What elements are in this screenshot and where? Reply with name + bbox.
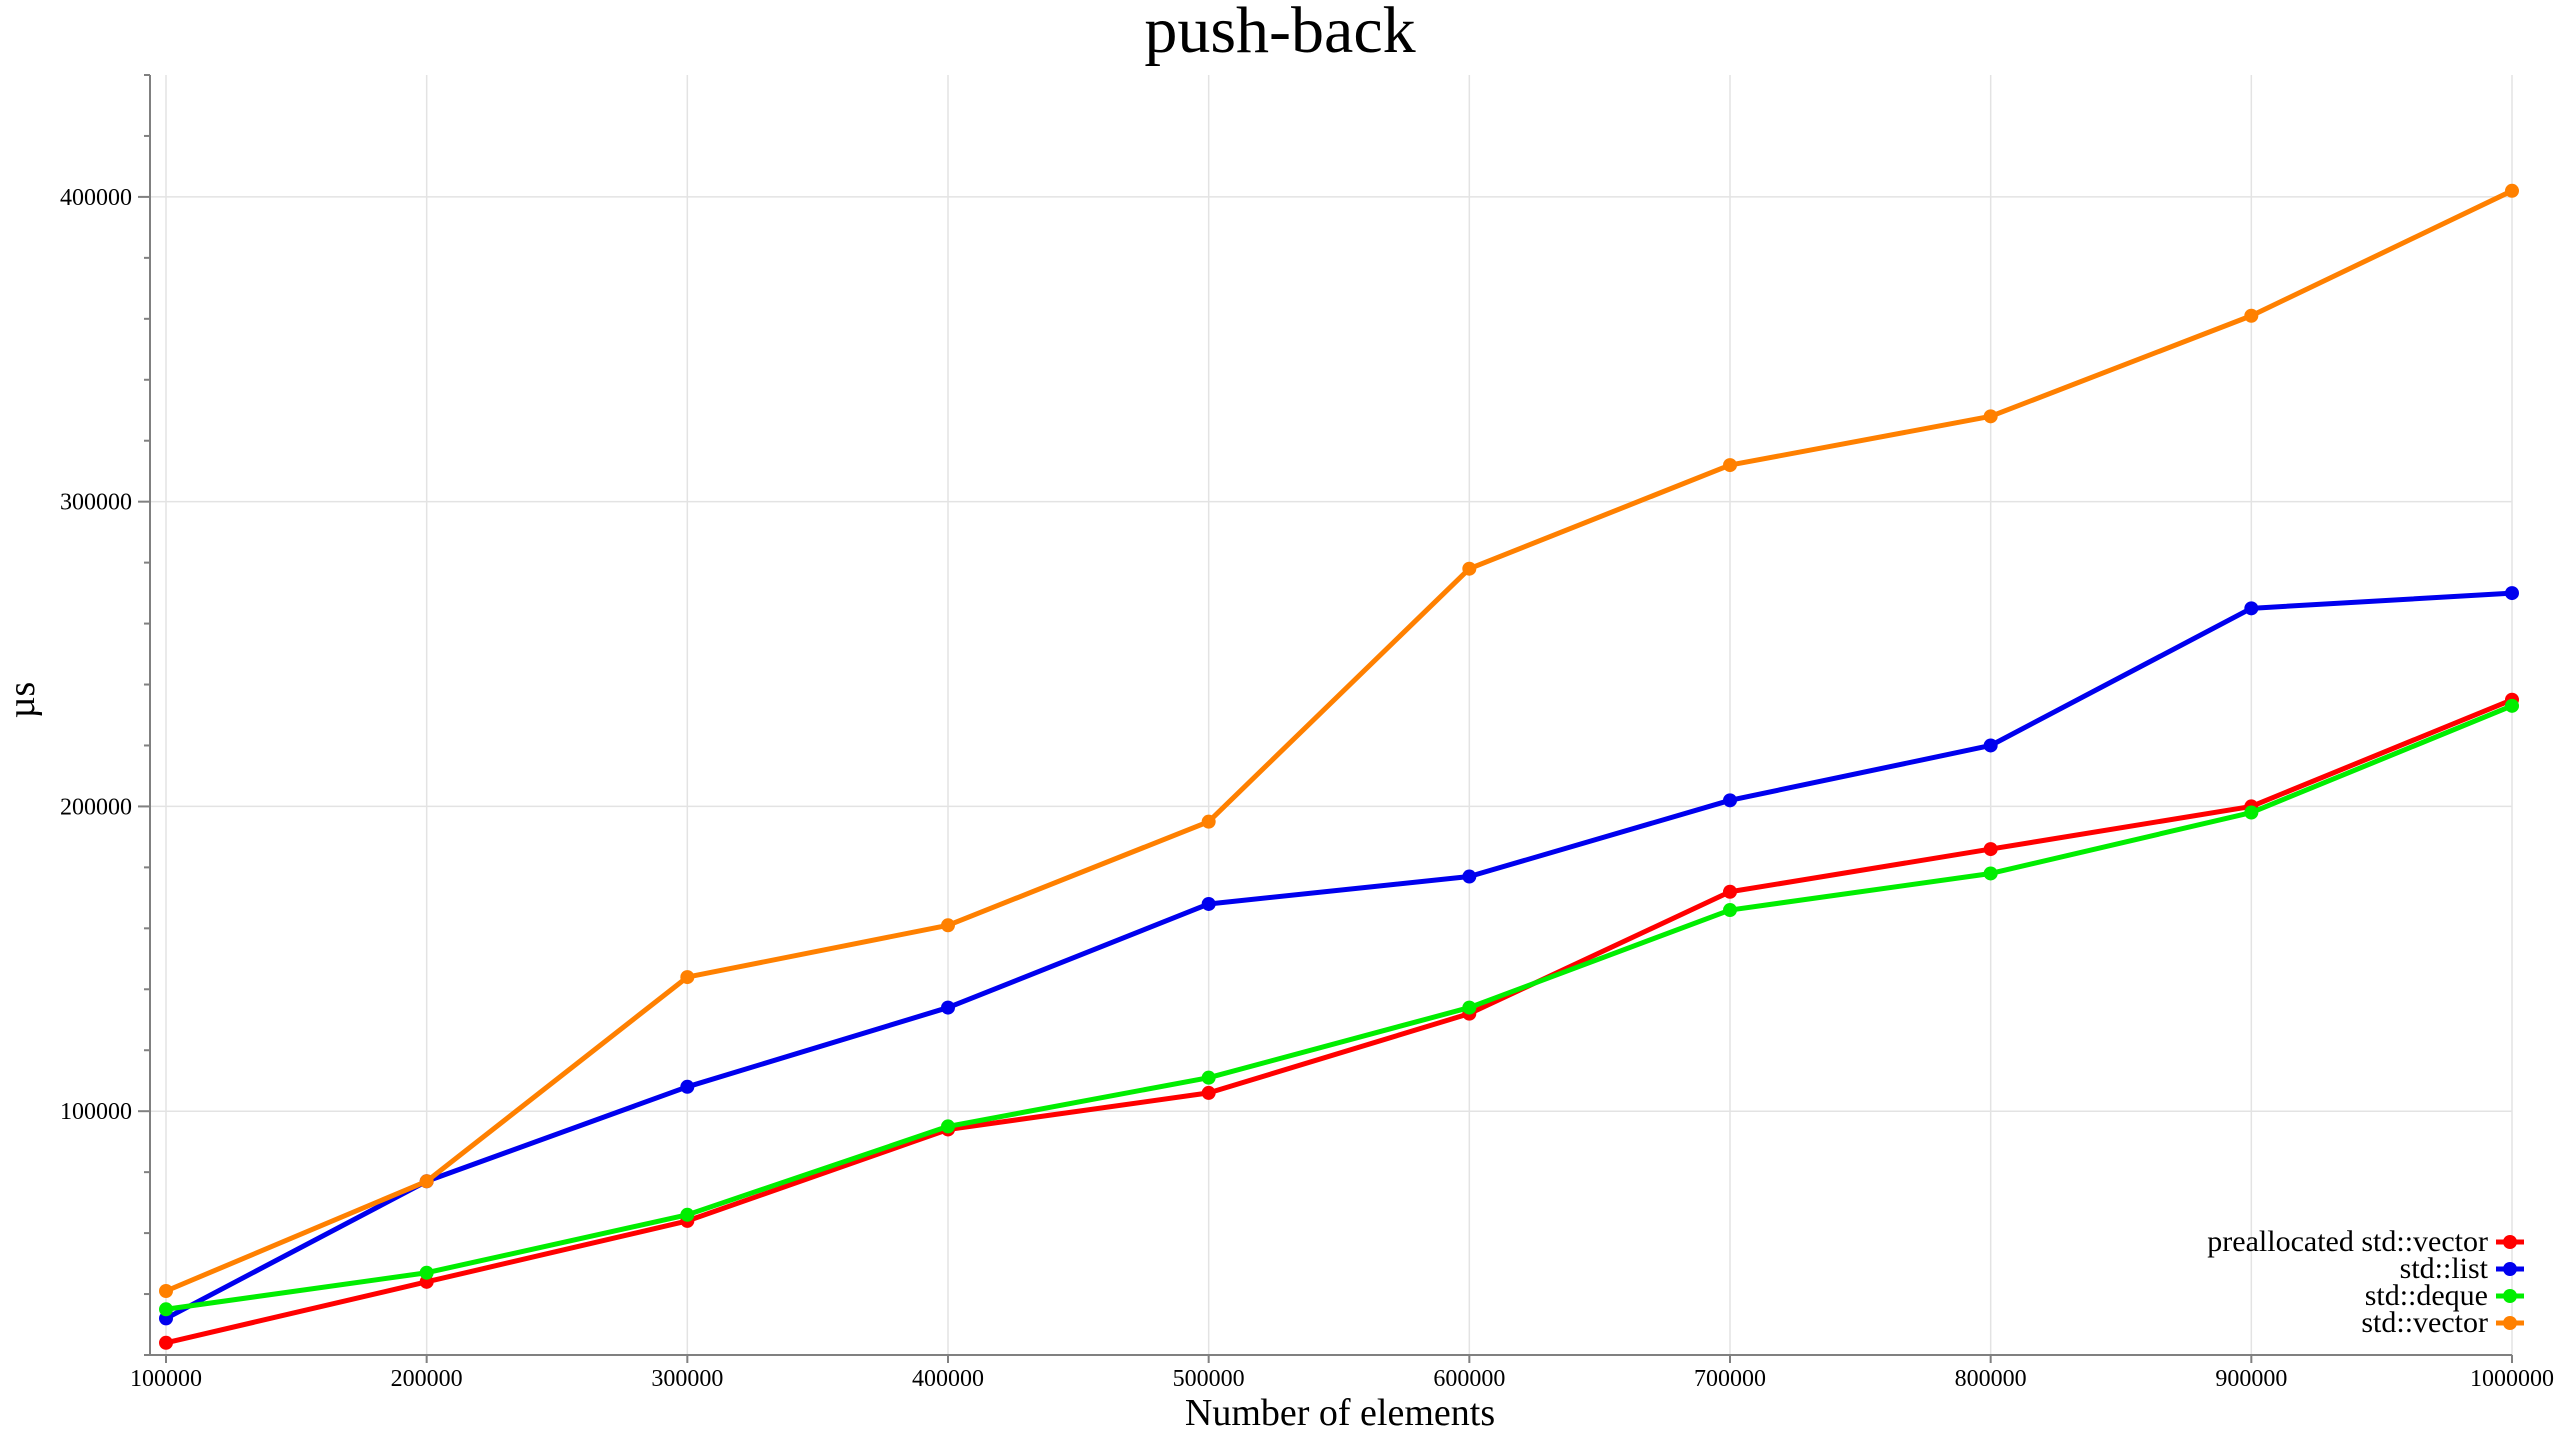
x-tick-label: 700000: [1694, 1366, 1766, 1392]
data-point: [1723, 903, 1737, 918]
legend-swatch-dot: [2503, 1316, 2517, 1330]
legend-item: std::vector: [2361, 1306, 2524, 1339]
data-point: [1462, 561, 1477, 576]
data-point: [2505, 586, 2519, 601]
series-line: [163, 697, 2515, 1346]
series-line: [163, 590, 2515, 1321]
data-point: [680, 1079, 695, 1094]
data-point: [1983, 409, 1998, 424]
legend-item: preallocated std::vector: [2207, 1225, 2524, 1258]
y-tick-label: 400000: [60, 185, 132, 211]
data-point: [1723, 884, 1737, 899]
x-axis-title: Number of elements: [1185, 1392, 1495, 1434]
x-tick-label: 300000: [651, 1366, 723, 1392]
x-tick-label: 400000: [912, 1366, 984, 1392]
series-2: [159, 698, 2519, 1317]
legend-label: std::deque: [2365, 1279, 2488, 1312]
grid: [150, 75, 2513, 1355]
y-axis-title: µs: [1, 682, 43, 719]
legend-label: std::list: [2400, 1252, 2489, 1285]
data-point: [1462, 869, 1477, 884]
series-3: [159, 183, 2519, 1298]
data-point: [419, 1265, 434, 1280]
data-point: [680, 1207, 695, 1222]
series-line: [163, 703, 2515, 1312]
data-point: [941, 1119, 955, 1134]
x-tick-label: 100000: [130, 1366, 202, 1392]
legend-swatch-dot: [2503, 1235, 2517, 1249]
data-point: [419, 1174, 434, 1189]
chart-title: push-back: [1144, 0, 1415, 67]
data-point: [159, 1302, 173, 1317]
data-point: [1723, 793, 1737, 808]
series-group: [159, 183, 2519, 1350]
data-point: [159, 1335, 173, 1350]
y-tick-label: 200000: [60, 794, 132, 820]
x-tick-label: 900000: [2215, 1366, 2287, 1392]
x-tick-label: 500000: [1173, 1366, 1245, 1392]
legend: preallocated std::vectorstd::liststd::de…: [2207, 1225, 2524, 1339]
data-point: [2244, 601, 2259, 616]
legend-item: std::deque: [2365, 1279, 2524, 1312]
y-tick-label: 300000: [60, 490, 132, 516]
data-point: [1983, 738, 1998, 753]
series-line: [163, 188, 2515, 1294]
legend-swatch-dot: [2503, 1289, 2517, 1303]
data-point: [2244, 308, 2259, 323]
data-point: [1201, 814, 1216, 829]
series-1: [159, 586, 2519, 1326]
data-point: [1201, 1085, 1216, 1100]
data-point: [941, 918, 955, 933]
data-point: [159, 1284, 173, 1298]
x-tick-label: 200000: [391, 1366, 463, 1392]
data-point: [2505, 698, 2519, 713]
legend-swatch-dot: [2503, 1262, 2517, 1276]
x-tick-label: 1000000: [2470, 1366, 2554, 1392]
data-point: [2505, 183, 2519, 198]
data-point: [2244, 805, 2259, 820]
data-point: [1983, 866, 1998, 881]
data-point: [1201, 1070, 1216, 1085]
data-point: [1723, 458, 1737, 473]
x-tick-label: 800000: [1955, 1366, 2027, 1392]
legend-label: preallocated std::vector: [2207, 1225, 2488, 1258]
x-tick-label: 600000: [1433, 1366, 1505, 1392]
data-point: [1983, 842, 1998, 857]
legend-label: std::vector: [2361, 1306, 2488, 1339]
legend-item: std::list: [2400, 1252, 2524, 1285]
data-point: [680, 970, 695, 985]
axes: 100000 200000 300000 400000 500000 600000 7000…: [60, 74, 2554, 1392]
data-point: [1201, 896, 1216, 911]
data-point: [941, 1000, 955, 1015]
y-tick-label: 100000: [60, 1099, 132, 1125]
data-point: [1462, 1000, 1477, 1015]
